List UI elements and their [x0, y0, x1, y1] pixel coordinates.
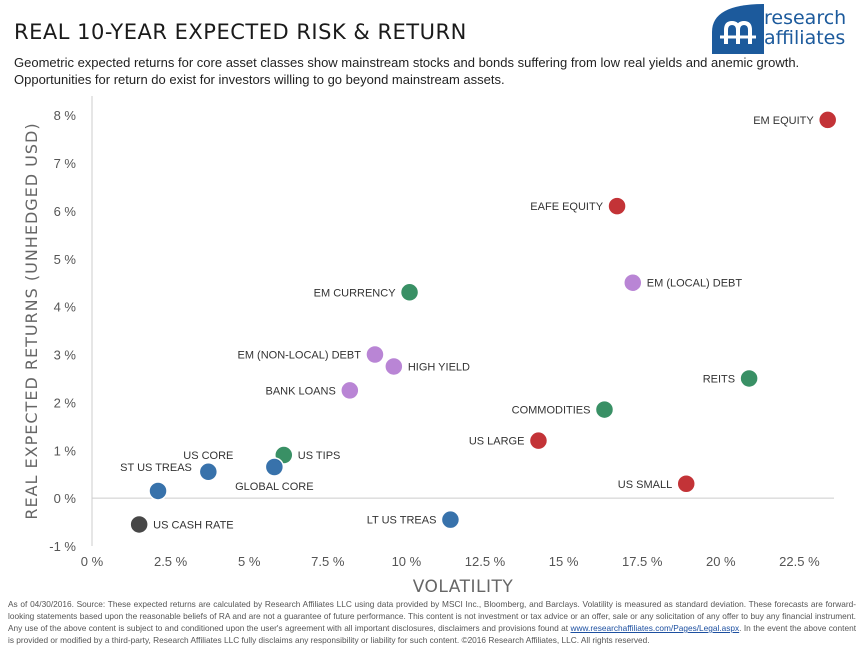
data-label: EM CURRENCY — [314, 287, 397, 299]
data-point — [384, 356, 404, 377]
data-label: US SMALL — [618, 479, 672, 491]
data-point — [607, 196, 627, 216]
footer-text-2: . In the event the above content is prov… — [8, 623, 856, 645]
y-tick-label: 2 % — [54, 395, 77, 410]
page-title: REAL 10-YEAR EXPECTED RISK & RETURN — [14, 20, 467, 44]
data-label: US TIPS — [298, 450, 341, 462]
data-label: GLOBAL CORE — [235, 481, 313, 493]
data-label: HIGH YIELD — [408, 361, 470, 373]
y-tick-label: 1 % — [54, 443, 77, 458]
x-tick-label: 20 % — [706, 554, 736, 569]
logo-line1: research — [764, 7, 847, 29]
y-tick-label: 8 % — [54, 108, 77, 123]
y-tick-label: 4 % — [54, 300, 77, 315]
data-point — [594, 399, 615, 420]
data-label: US CASH RATE — [153, 519, 233, 531]
x-tick-label: 5 % — [238, 554, 261, 569]
data-point — [528, 430, 549, 451]
data-point — [399, 282, 420, 303]
page-subtitle: Geometric expected returns for core asse… — [14, 55, 800, 87]
data-point — [148, 481, 168, 501]
data-label: US CORE — [183, 450, 233, 462]
data-point — [739, 368, 759, 389]
x-tick-label: 15 % — [549, 554, 579, 569]
y-tick-label: 3 % — [54, 348, 77, 363]
x-tick-label: 0 % — [81, 554, 104, 569]
data-point — [129, 514, 149, 535]
data-label: ST US TREAS — [120, 462, 192, 474]
data-label: EAFE EQUITY — [530, 201, 603, 213]
y-tick-label: 6 % — [54, 204, 77, 219]
data-label: COMMODITIES — [512, 405, 591, 417]
data-point — [817, 110, 838, 130]
data-point — [264, 457, 285, 477]
data-point — [340, 380, 360, 401]
risk-return-chart: -1 % 0 % 1 % 2 % 3 % 4 % 5 % 6 % 7 % 8 % 0 % 2.5 % 5… — [22, 96, 838, 597]
y-tick-label: 5 % — [54, 252, 77, 267]
y-tick-label: -1 % — [49, 539, 76, 554]
footer-disclaimer: As of 04/30/2016. Source: These expected… — [8, 598, 856, 646]
data-point — [623, 272, 643, 293]
x-tick-label: 2.5 % — [154, 554, 188, 569]
x-axis-label: VOLATILITY — [413, 577, 514, 597]
x-tick-label: 12.5 % — [465, 554, 506, 569]
logo-wordmark: research affiliates — [764, 8, 846, 48]
data-point — [198, 462, 219, 482]
data-point — [365, 344, 385, 365]
x-tick-label: 10 % — [392, 554, 422, 569]
data-label: US LARGE — [469, 436, 525, 448]
data-label: EM (LOCAL) DEBT — [647, 278, 743, 290]
data-label: EM EQUITY — [753, 115, 814, 127]
x-tick-label: 7.5 % — [311, 554, 345, 569]
data-label: LT US TREAS — [367, 515, 437, 527]
y-axis-label: REAL EXPECTED RETURNS (UNHEDGED USD) — [22, 122, 41, 519]
legal-link[interactable]: www.researchaffiliates.com/Pages/Legal.a… — [570, 623, 740, 633]
research-affiliates-logo: research affiliates — [712, 4, 857, 54]
y-tick-label: 0 % — [54, 491, 77, 506]
logo-line2: affiliates — [764, 27, 846, 49]
footer-text-1: As of 04/30/2016. Source: These expected… — [8, 599, 856, 633]
data-point — [440, 509, 461, 530]
data-label: REITS — [703, 373, 735, 385]
logo-mark-icon — [712, 4, 764, 54]
data-label: EM (NON-LOCAL) DEBT — [237, 350, 361, 362]
data-point — [676, 474, 696, 494]
x-tick-label: 17.5 % — [622, 554, 663, 569]
data-label: BANK LOANS — [266, 385, 336, 397]
y-tick-label: 7 % — [54, 156, 77, 171]
x-tick-label: 22.5 % — [779, 554, 820, 569]
